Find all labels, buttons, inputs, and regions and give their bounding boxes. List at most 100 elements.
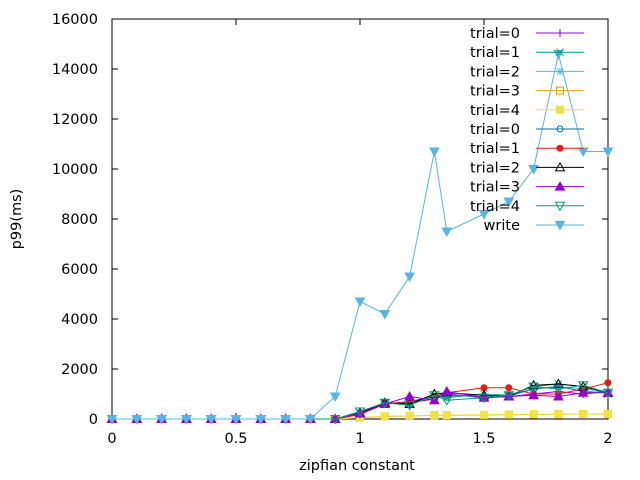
legend-item: trial=3 — [470, 180, 584, 196]
data-point — [430, 411, 439, 420]
data-point — [280, 415, 291, 425]
legend-marker — [554, 201, 566, 212]
legend-item: trial=1 — [470, 45, 584, 61]
legend-label: trial=3 — [470, 180, 520, 196]
y-axis-label: p99(ms) — [9, 189, 25, 250]
data-point — [441, 227, 453, 238]
x-tick-label: 1.5 — [472, 431, 495, 447]
y-tick-label: 2000 — [61, 362, 98, 378]
data-point — [503, 197, 515, 208]
y-tick-label: 12000 — [52, 112, 98, 128]
x-tick-label: 0 — [107, 431, 116, 447]
data-point — [553, 390, 564, 401]
data-point — [429, 391, 440, 401]
data-point — [480, 410, 488, 419]
legend-marker — [554, 221, 566, 231]
y-tick-label: 10000 — [52, 162, 98, 178]
data-point — [205, 415, 217, 425]
y-tick-label: 6000 — [61, 262, 98, 278]
x-tick-label: 0.5 — [224, 431, 247, 447]
data-point — [354, 297, 366, 308]
data-point — [604, 379, 612, 387]
legend-marker — [556, 29, 564, 37]
data-point — [528, 379, 539, 390]
data-point — [478, 210, 490, 220]
legend-label: trial=4 — [470, 199, 520, 215]
legend: trial=0 trial=1 trial=2 trial=3 trial=4 trial… — [470, 26, 584, 234]
data-point — [329, 392, 341, 403]
legend-label: trial=0 — [470, 26, 520, 42]
legend-item: trial=2 — [470, 64, 584, 80]
legend-marker — [556, 105, 564, 114]
data-point — [604, 409, 612, 418]
y-tick-label: 16000 — [52, 12, 98, 28]
data-point — [156, 415, 167, 425]
data-point — [405, 411, 414, 420]
data-point — [503, 391, 515, 401]
legend-marker — [556, 67, 564, 76]
data-point — [131, 415, 143, 425]
legend-label: trial=2 — [470, 64, 520, 80]
data-point — [404, 390, 415, 401]
y-tick-label: 0 — [89, 412, 98, 428]
data-point — [528, 389, 539, 400]
data-point — [442, 411, 451, 419]
data-point — [505, 384, 513, 392]
data-point — [404, 401, 415, 411]
legend-label: trial=1 — [470, 45, 520, 61]
data-point — [404, 272, 415, 283]
series-layer — [106, 50, 614, 425]
legend-label: trial=4 — [470, 103, 520, 119]
data-point — [305, 415, 316, 425]
x-tick-label: 1 — [355, 431, 364, 447]
data-point — [404, 398, 415, 408]
data-point — [554, 410, 563, 419]
data-point — [602, 388, 614, 399]
legend-marker — [556, 125, 564, 133]
data-point — [380, 412, 389, 421]
data-point — [577, 387, 589, 397]
data-point — [441, 396, 453, 406]
legend-marker — [556, 48, 564, 57]
data-point — [329, 415, 341, 425]
data-point — [528, 382, 539, 393]
plot-frame — [111, 18, 609, 420]
data-point — [441, 385, 453, 396]
data-point — [504, 410, 513, 419]
y-tick-label: 14000 — [52, 62, 98, 78]
data-point — [429, 147, 440, 158]
legend-marker — [554, 161, 566, 172]
legend-marker — [554, 181, 566, 191]
data-point — [379, 398, 391, 409]
legend-item: write — [484, 218, 584, 234]
legend-label: trial=3 — [470, 84, 520, 100]
legend-item: trial=4 — [470, 103, 584, 119]
y-tick-label: 4000 — [61, 312, 98, 328]
legend-item: trial=2 — [470, 160, 584, 176]
data-point — [354, 407, 366, 418]
legend-item: trial=1 — [470, 141, 584, 157]
y-tick-label: 8000 — [61, 212, 98, 228]
data-point — [181, 415, 192, 425]
legend-marker — [556, 86, 564, 95]
legend-label: trial=0 — [470, 122, 520, 138]
legend-item: trial=4 — [470, 199, 584, 215]
series-10 — [106, 50, 614, 425]
data-point — [230, 415, 242, 425]
data-point — [579, 410, 588, 418]
data-point — [379, 310, 391, 320]
data-point — [528, 165, 539, 175]
data-point — [255, 415, 267, 425]
legend-marker — [556, 144, 564, 152]
data-point — [106, 415, 118, 425]
data-point — [478, 393, 490, 404]
data-point — [602, 147, 614, 158]
data-point — [553, 385, 564, 395]
legend-label: trial=1 — [470, 141, 520, 157]
legend-item: trial=3 — [470, 84, 584, 100]
axis-ticks: 0 0.5 1 1.5 2 0 2000 4000 6000 8000 10000 12000 1400… — [52, 12, 613, 447]
legend-label: trial=2 — [470, 160, 520, 176]
x-axis-label: zipfian constant — [299, 458, 415, 474]
legend-item: trial=0 — [470, 122, 584, 138]
